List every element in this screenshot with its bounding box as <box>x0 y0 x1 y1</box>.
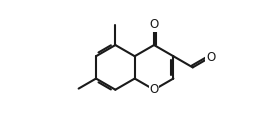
Text: O: O <box>149 18 159 31</box>
Text: O: O <box>149 83 159 96</box>
Text: O: O <box>206 51 215 64</box>
